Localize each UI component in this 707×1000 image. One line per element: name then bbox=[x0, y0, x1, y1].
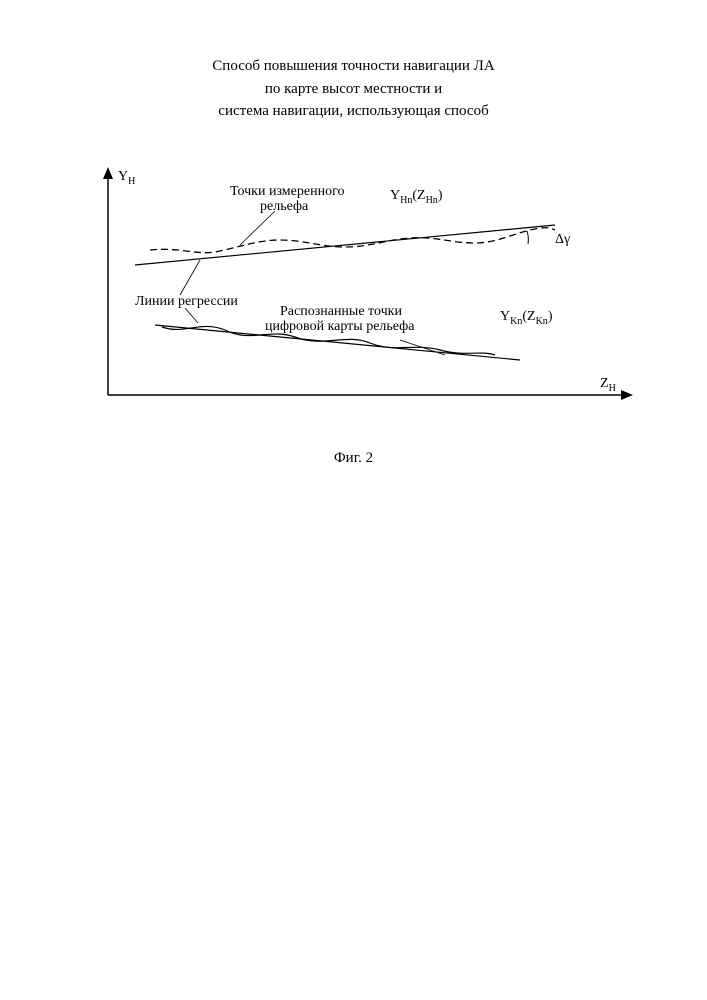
regression-lines-label: Линии регрессии bbox=[135, 294, 238, 309]
y-axis-arrow bbox=[103, 167, 113, 179]
recognized-points-label: Распознанные точки цифровой карты рельеф… bbox=[265, 304, 415, 334]
figure-caption: Фиг. 2 bbox=[0, 450, 707, 467]
title-line-2: по карте высот местности и bbox=[0, 78, 707, 101]
y-axis-label: YН bbox=[118, 169, 135, 187]
measured-points-label: Точки измеренного рельефа bbox=[230, 184, 348, 214]
title-line-3: система навигации, использующая способ bbox=[0, 100, 707, 123]
leader-regression-lower bbox=[185, 308, 198, 323]
x-axis-label: ZН bbox=[600, 376, 616, 394]
title-line-1: Способ повышения точности навигации ЛА bbox=[0, 55, 707, 78]
y-kn-label: YKn(ZKn) bbox=[500, 309, 553, 327]
leader-regression-upper bbox=[180, 260, 200, 295]
angle-arc bbox=[527, 231, 528, 244]
chart-svg: YН ZН Точки измеренного рельефа YHn(ZHn)… bbox=[80, 165, 640, 415]
x-axis-arrow bbox=[621, 390, 633, 400]
delta-gamma-label: Δγ bbox=[555, 232, 570, 247]
upper-regression-line bbox=[135, 225, 555, 265]
chart: YН ZН Точки измеренного рельефа YHn(ZHn)… bbox=[80, 165, 640, 415]
y-hn-label: YHn(ZHn) bbox=[390, 188, 443, 206]
measured-dashed-curve bbox=[150, 228, 555, 253]
